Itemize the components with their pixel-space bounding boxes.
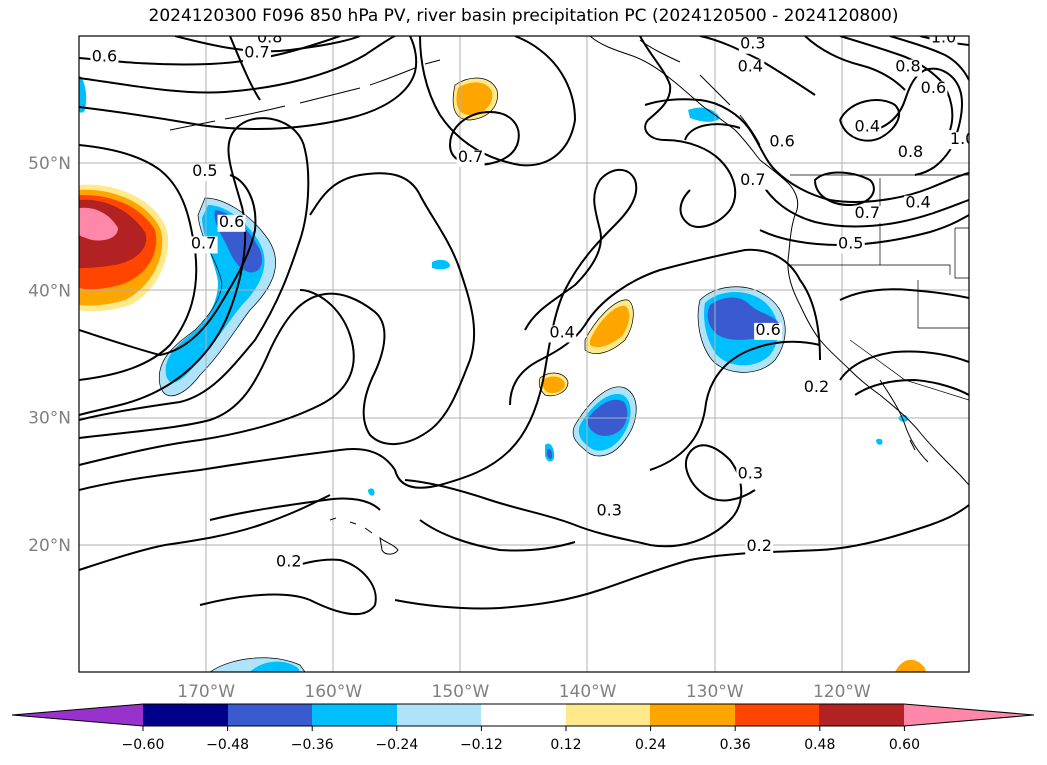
colorbar-tick-label: −0.12 bbox=[460, 737, 503, 753]
colorbar-tick-label: −0.60 bbox=[122, 737, 165, 753]
contour-label: 0.8 bbox=[257, 27, 282, 46]
lon-tick-label: 130°W bbox=[686, 682, 744, 702]
contour-label-bg bbox=[595, 503, 624, 521]
contour-label: 0.6 bbox=[769, 132, 794, 151]
contour-label: 0.4 bbox=[549, 322, 574, 341]
contour-label-bg bbox=[929, 36, 958, 48]
map-frame bbox=[78, 35, 970, 673]
contour-label-bg bbox=[90, 49, 119, 67]
lon-tick-label: 170°W bbox=[177, 682, 235, 702]
contour-label: 0.4 bbox=[738, 57, 763, 76]
contour-label: 1.0 bbox=[931, 27, 956, 46]
contour-label: 0.2 bbox=[746, 536, 771, 555]
contour-label: 0.7 bbox=[244, 43, 269, 62]
lat-tick-label: 30°N bbox=[28, 409, 71, 429]
contour-label-bg bbox=[754, 322, 783, 340]
graticule bbox=[79, 36, 969, 672]
contour-label: 0.6 bbox=[755, 320, 780, 339]
contour-label-bg bbox=[896, 144, 925, 162]
lon-tick-label: 140°W bbox=[559, 682, 617, 702]
contour-label-bg bbox=[853, 119, 882, 137]
contour-label-bg bbox=[189, 236, 218, 254]
contour-label-bg bbox=[738, 172, 767, 190]
lat-tick-label: 40°N bbox=[28, 281, 71, 301]
contour-label: 0.2 bbox=[276, 551, 301, 570]
contour-label-bg bbox=[745, 539, 774, 557]
contour-label-bg bbox=[274, 554, 303, 572]
contour-label-bg bbox=[736, 59, 765, 77]
contour-label: 0.8 bbox=[898, 142, 923, 161]
latitude-labels: 50°N 40°N 30°N 20°N bbox=[28, 154, 71, 556]
contour-label-bg bbox=[802, 380, 831, 398]
precip-fill-layer bbox=[79, 75, 926, 672]
contour-label-bg bbox=[836, 236, 865, 254]
colorbar-under-arrow bbox=[12, 704, 143, 726]
colorbar-segment bbox=[650, 704, 735, 726]
contour-label-bg bbox=[948, 132, 969, 150]
colorbar-tick-label: −0.48 bbox=[206, 737, 249, 753]
contour-label: 0.7 bbox=[191, 233, 216, 252]
lon-tick-label: 120°W bbox=[813, 682, 871, 702]
contour-label: 0.7 bbox=[740, 170, 765, 189]
colorbar-segment bbox=[228, 704, 312, 726]
contour-label-bg bbox=[548, 325, 577, 343]
contour-label: 0.6 bbox=[92, 46, 117, 65]
contour-label-bg bbox=[217, 214, 246, 232]
colorbar-segment bbox=[312, 704, 397, 726]
contour-label-bg bbox=[738, 36, 767, 54]
contour-label-bg bbox=[768, 134, 797, 152]
colorbar-tick-label: 0.12 bbox=[550, 737, 581, 753]
colorbar-tick-label: 0.36 bbox=[720, 737, 751, 753]
contour-label: 0.2 bbox=[804, 377, 829, 396]
colorbar-segment bbox=[481, 704, 566, 726]
contour-label-bg bbox=[853, 205, 882, 223]
map-title: 2024120300 F096 850 hPa PV, river basin … bbox=[148, 6, 899, 26]
contour-label: 0.3 bbox=[596, 501, 621, 520]
contour-label: 0.3 bbox=[740, 34, 765, 53]
colorbar-tick-label: 0.24 bbox=[635, 737, 666, 753]
precip-outline-layer bbox=[158, 77, 786, 672]
contour-label-bg bbox=[255, 36, 284, 48]
contour-label: 0.5 bbox=[192, 161, 217, 180]
contour-label: 0.7 bbox=[458, 147, 483, 166]
contour-label: 0.4 bbox=[905, 193, 930, 212]
longitude-labels: 170°W 160°W 150°W 140°W 130°W 120°W bbox=[177, 682, 871, 702]
contour-label: 0.3 bbox=[738, 464, 763, 483]
colorbar-segment bbox=[819, 704, 904, 726]
contour-label-bg bbox=[190, 163, 219, 181]
contour-label: 0.7 bbox=[855, 203, 880, 222]
colorbar-tick-label: −0.24 bbox=[375, 737, 418, 753]
colorbar-segment bbox=[735, 704, 819, 726]
colorbar-segment bbox=[397, 704, 481, 726]
colorbar-tick-label: 0.60 bbox=[889, 737, 920, 753]
colorbar-segment bbox=[143, 704, 228, 726]
contour-label: 0.8 bbox=[895, 57, 920, 76]
lat-tick-label: 50°N bbox=[28, 154, 71, 174]
contour-label-bg bbox=[243, 45, 271, 63]
lon-tick-label: 150°W bbox=[432, 682, 490, 702]
contour-label-bg bbox=[456, 149, 485, 167]
contour-label-bg bbox=[919, 81, 948, 99]
contour-label: 0.6 bbox=[219, 212, 244, 231]
contour-label-bg bbox=[736, 466, 765, 484]
contour-label: 0.6 bbox=[921, 78, 946, 97]
contour-label: 0.4 bbox=[855, 116, 880, 135]
colorbar: −0.60 −0.48 −0.36 −0.24 −0.12 0.12 0.24 0.36 0.4… bbox=[11, 703, 1035, 753]
contour-label-bg bbox=[904, 195, 933, 213]
contour-label-bg bbox=[893, 59, 922, 77]
contour-labels: 0.80.70.60.50.60.70.70.30.41.00.80.60.60… bbox=[90, 27, 975, 572]
colorbar-over-arrow bbox=[904, 704, 1034, 726]
pv-contours bbox=[79, 36, 969, 616]
lon-tick-label: 160°W bbox=[304, 682, 362, 702]
lat-tick-label: 20°N bbox=[28, 536, 71, 556]
colorbar-tick-label: 0.48 bbox=[804, 737, 835, 753]
contour-label: 0.5 bbox=[838, 233, 863, 252]
colorbar-tick-label: −0.36 bbox=[291, 737, 334, 753]
contour-label: 1.0 bbox=[950, 129, 975, 148]
colorbar-segment bbox=[566, 704, 650, 726]
